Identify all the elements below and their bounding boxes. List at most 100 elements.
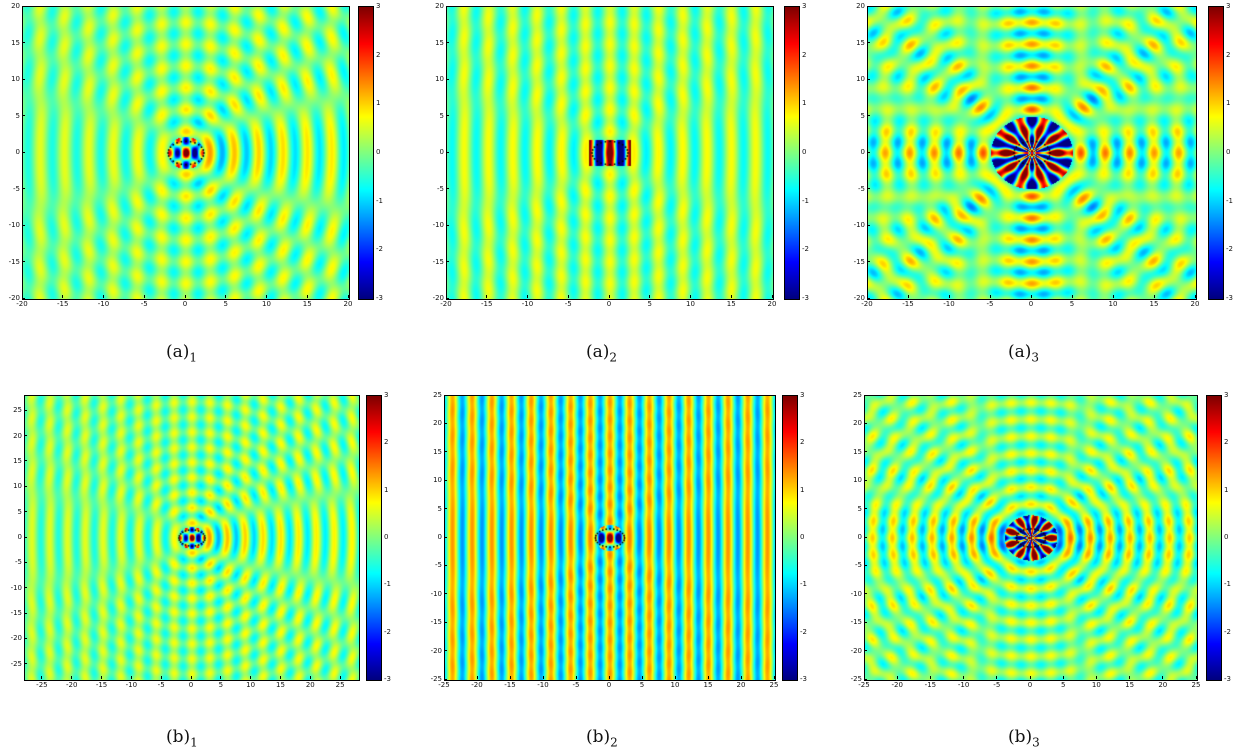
colorbar-tick-label: -3 bbox=[802, 294, 809, 302]
x-tick-label: 0 bbox=[182, 300, 188, 308]
y-tick-label: -10 bbox=[432, 221, 444, 229]
y-tick-mark bbox=[22, 115, 25, 116]
y-tick-mark bbox=[22, 261, 25, 262]
x-tick-label: 10 bbox=[686, 300, 695, 308]
y-tick-label: -5 bbox=[858, 184, 865, 193]
x-tick-mark bbox=[542, 676, 544, 679]
x-tick-mark bbox=[1112, 295, 1114, 298]
x-tick-label: 25 bbox=[769, 681, 779, 689]
caption-label: (a) bbox=[166, 342, 190, 362]
x-tick-label: 15 bbox=[1149, 300, 1159, 308]
colorbar bbox=[1206, 395, 1222, 681]
x-tick-mark bbox=[101, 676, 103, 679]
panel-caption: (b)3 bbox=[1008, 727, 1040, 749]
x-tick-label: 0 bbox=[1027, 681, 1033, 689]
y-tick-mark bbox=[867, 188, 870, 189]
x-tick-mark bbox=[1194, 295, 1196, 298]
x-tick-mark bbox=[929, 676, 931, 679]
y-tick-label: -15 bbox=[853, 257, 865, 266]
y-tick-mark bbox=[24, 612, 27, 614]
y-tick-mark bbox=[867, 224, 870, 226]
colorbar-tick-label: 2 bbox=[1224, 438, 1229, 447]
x-tick-label: 25 bbox=[1191, 681, 1201, 689]
x-tick-label: -25 bbox=[858, 681, 870, 689]
heatmap-field bbox=[865, 396, 1197, 680]
colorbar-tick-label: 3 bbox=[800, 391, 805, 399]
y-tick-label: 10 bbox=[433, 476, 442, 485]
x-tick-mark bbox=[1030, 295, 1032, 298]
y-tick-mark bbox=[864, 422, 867, 424]
y-tick-mark bbox=[864, 508, 867, 510]
x-tick-label: -15 bbox=[57, 300, 69, 308]
y-tick-label: -20 bbox=[8, 294, 20, 302]
x-tick-mark bbox=[1153, 295, 1155, 298]
caption-subscript: 1 bbox=[190, 735, 198, 750]
y-tick-mark bbox=[22, 188, 25, 189]
x-tick-label: 10 bbox=[262, 300, 271, 308]
y-tick-label: -15 bbox=[850, 618, 862, 627]
colorbar-tick-label: 2 bbox=[384, 438, 389, 447]
y-tick-label: -15 bbox=[430, 618, 442, 627]
y-tick-label: 15 bbox=[433, 447, 442, 456]
x-tick-mark bbox=[1162, 676, 1164, 679]
x-tick-mark bbox=[1062, 676, 1064, 679]
x-tick-mark bbox=[509, 676, 511, 679]
y-tick-label: 10 bbox=[11, 75, 20, 83]
caption-subscript: 3 bbox=[1031, 350, 1040, 365]
y-tick-mark bbox=[446, 115, 449, 116]
x-tick-mark bbox=[1029, 676, 1031, 679]
y-tick-label: -5 bbox=[437, 184, 444, 193]
y-tick-label: -20 bbox=[850, 646, 862, 655]
heatmap-plot-area bbox=[867, 6, 1197, 300]
y-tick-mark bbox=[446, 42, 449, 43]
x-tick-label: 20 bbox=[1158, 681, 1168, 689]
y-tick-mark bbox=[24, 435, 27, 437]
y-tick-label: -10 bbox=[853, 221, 865, 229]
colorbar-tick-label: -2 bbox=[802, 245, 809, 254]
x-tick-label: -5 bbox=[993, 681, 1001, 689]
x-tick-mark bbox=[1129, 676, 1131, 679]
heatmap-field bbox=[447, 7, 773, 299]
y-tick-mark bbox=[867, 151, 870, 153]
x-tick-mark bbox=[190, 676, 192, 679]
heatmap-field bbox=[445, 396, 775, 680]
y-tick-mark bbox=[864, 479, 867, 481]
y-tick-label: -25 bbox=[430, 675, 442, 683]
colorbar-tick-label: 2 bbox=[376, 50, 381, 59]
y-tick-mark bbox=[444, 678, 447, 680]
colorbar-tick-label: 3 bbox=[1226, 2, 1231, 10]
x-tick-mark bbox=[690, 295, 691, 298]
x-tick-label: -15 bbox=[481, 300, 493, 308]
y-tick-mark bbox=[864, 593, 867, 595]
x-tick-label: -20 bbox=[891, 681, 903, 689]
y-tick-label: -15 bbox=[8, 257, 20, 266]
y-tick-label: 15 bbox=[856, 38, 865, 47]
y-tick-label: -5 bbox=[15, 558, 22, 567]
colorbar-tick-label: 1 bbox=[802, 99, 807, 108]
colorbar-tick-label: -3 bbox=[1224, 675, 1231, 683]
x-tick-mark bbox=[948, 295, 950, 298]
y-tick-label: 0 bbox=[17, 533, 22, 541]
y-tick-mark bbox=[24, 637, 27, 639]
y-tick-mark bbox=[444, 479, 447, 481]
x-tick-mark bbox=[527, 295, 528, 298]
x-tick-label: 5 bbox=[223, 300, 228, 308]
colorbar-tick-label: 3 bbox=[1224, 391, 1229, 399]
x-tick-mark bbox=[21, 295, 23, 298]
y-tick-label: 25 bbox=[13, 406, 22, 415]
y-tick-mark bbox=[22, 151, 25, 153]
x-tick-label: 10 bbox=[1091, 681, 1101, 689]
x-tick-label: 5 bbox=[1060, 681, 1066, 689]
x-tick-label: 20 bbox=[1190, 300, 1200, 308]
x-tick-mark bbox=[674, 676, 676, 679]
y-tick-mark bbox=[446, 261, 449, 262]
y-tick-mark bbox=[24, 536, 27, 538]
y-tick-label: 20 bbox=[433, 419, 442, 428]
y-tick-label: -10 bbox=[8, 221, 20, 229]
x-tick-label: 0 bbox=[188, 681, 194, 689]
colorbar-tick-label: -1 bbox=[384, 580, 391, 589]
x-tick-label: 15 bbox=[703, 681, 713, 689]
colorbar-tick-label: 3 bbox=[376, 2, 381, 10]
colorbar bbox=[784, 6, 800, 300]
colorbar-tick-label: 0 bbox=[1226, 148, 1231, 156]
